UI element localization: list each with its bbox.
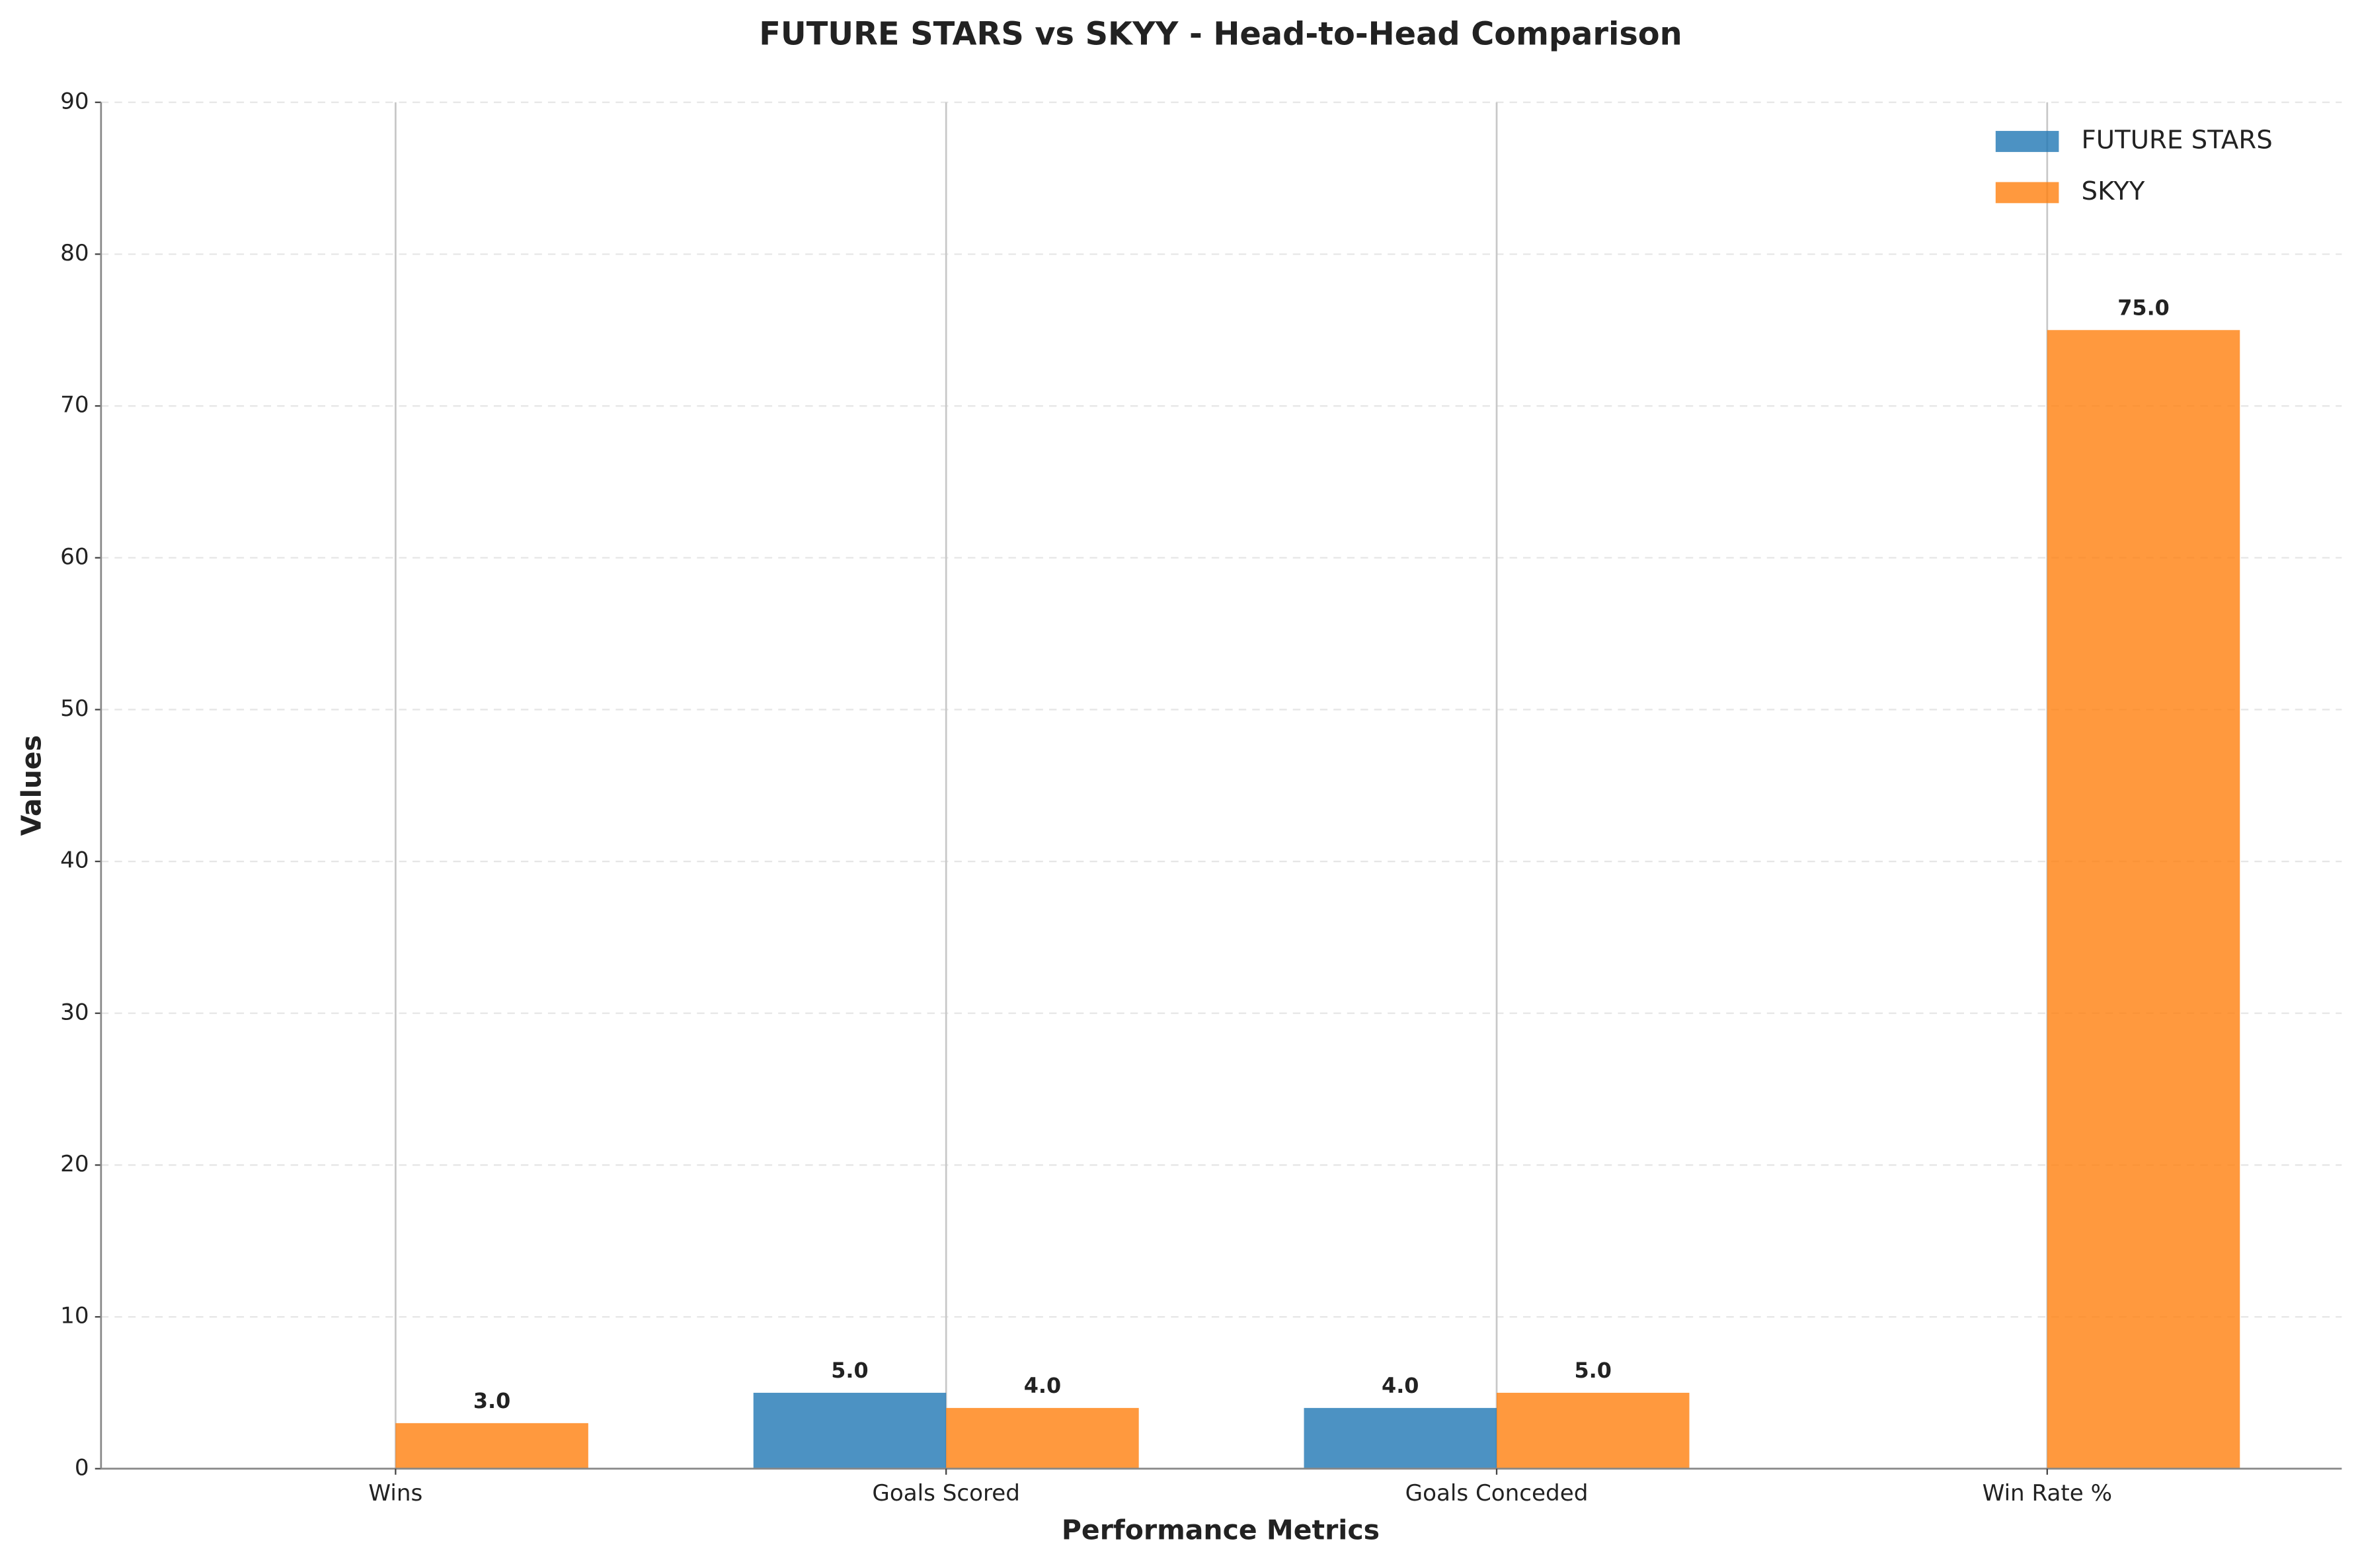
- value-label: 75.0: [2117, 295, 2170, 320]
- legend-swatch: [1995, 182, 2059, 204]
- value-label: 5.0: [831, 1358, 868, 1383]
- legend-label: FUTURE STARS: [2082, 125, 2273, 155]
- bar: [946, 1407, 1139, 1469]
- value-label: 4.0: [1382, 1373, 1419, 1398]
- legend-label: SKYY: [2082, 176, 2145, 206]
- x-axis-label: Performance Metrics: [1062, 1514, 1380, 1546]
- chart-title: FUTURE STARS vs SKYY - Head-to-Head Comp…: [759, 17, 1682, 53]
- value-label: 3.0: [473, 1388, 510, 1413]
- x-tick-label: Goals Conceded: [1405, 1480, 1589, 1507]
- y-tick-label: 40: [60, 847, 89, 874]
- y-axis-label: Values: [15, 735, 47, 836]
- bar: [395, 1423, 588, 1469]
- y-tick-label: 50: [60, 695, 89, 722]
- x-tick-label: Wins: [368, 1480, 422, 1507]
- value-label: 5.0: [1575, 1358, 1612, 1383]
- bar: [753, 1392, 947, 1469]
- y-tick-label: 0: [75, 1454, 89, 1481]
- bar: [1497, 1392, 1690, 1469]
- bar: [1304, 1407, 1497, 1469]
- legend-swatch: [1995, 131, 2059, 152]
- bar: [2047, 330, 2240, 1469]
- x-tick-label: Goals Scored: [872, 1480, 1020, 1507]
- y-tick-label: 30: [60, 999, 89, 1025]
- y-tick-label: 70: [60, 392, 89, 418]
- y-tick-label: 90: [60, 88, 89, 114]
- y-tick-label: 20: [60, 1151, 89, 1177]
- value-label: 4.0: [1024, 1373, 1061, 1398]
- y-tick-label: 60: [60, 543, 89, 570]
- y-tick-label: 80: [60, 240, 89, 266]
- x-tick-label: Win Rate %: [1983, 1480, 2112, 1507]
- y-tick-label: 10: [60, 1303, 89, 1329]
